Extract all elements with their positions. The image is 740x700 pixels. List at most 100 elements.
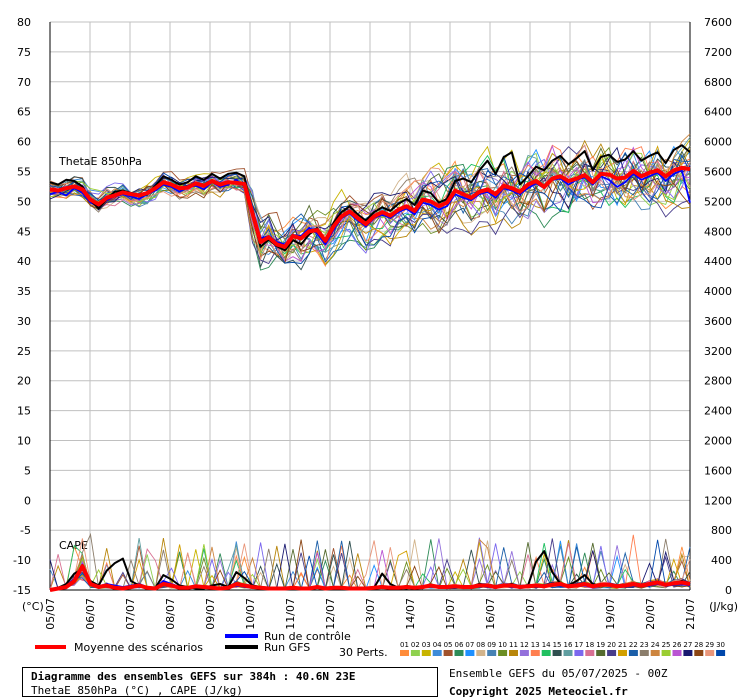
pert-color-swatch <box>509 650 518 656</box>
left-tick-label: 60 <box>17 136 31 149</box>
pert-color-swatch <box>552 650 562 656</box>
date-tick-label: 05/07 <box>44 598 57 630</box>
right-tick-label: 1200 <box>704 494 732 507</box>
pert-color-swatch <box>410 650 420 656</box>
pert-number-label: 17 <box>574 641 583 649</box>
pert-color-swatch <box>628 650 638 656</box>
right-tick-label: 800 <box>711 524 732 537</box>
right-tick-label: 2800 <box>704 375 732 388</box>
right-tick-label: 5200 <box>704 195 732 208</box>
date-tick-label: 12/07 <box>324 598 337 630</box>
pert-color-swatch <box>585 650 595 656</box>
pert-color-swatch <box>519 650 529 656</box>
thetae-panel-label: ThetaE 850hPa <box>58 155 142 168</box>
right-tick-label: 1600 <box>704 464 732 477</box>
pert-number-label: 26 <box>673 641 682 649</box>
right-tick-label: 3200 <box>704 345 732 358</box>
left-tick-label: -5 <box>20 524 31 537</box>
left-tick-label: 55 <box>17 165 31 178</box>
pert-color-swatch <box>432 650 442 656</box>
pert-number-label: 20 <box>607 641 616 649</box>
thetae-mean-line <box>49 165 691 249</box>
pert-color-swatch <box>400 650 409 656</box>
right-tick-label: 3600 <box>704 315 732 328</box>
left-tick-label: 50 <box>17 195 31 208</box>
pert-number-label: 29 <box>705 641 714 649</box>
legend-gfs-label: Run GFS <box>264 641 310 654</box>
pert-number-label: 28 <box>694 641 703 649</box>
pert-number-label: 30 <box>716 641 725 649</box>
date-tick-label: 21/07 <box>684 598 697 630</box>
diagram-subtitle: ThetaE 850hPa (°C) , CAPE (J/kg) <box>31 684 243 697</box>
date-tick-label: 06/07 <box>84 598 97 630</box>
left-tick-label: 75 <box>17 46 31 59</box>
left-tick-label: 25 <box>17 345 31 358</box>
pert-number-label: 03 <box>422 641 431 649</box>
pert-number-label: 23 <box>640 641 649 649</box>
pert-color-swatch <box>672 650 682 656</box>
pert-number-label: 12 <box>520 641 529 649</box>
pert-number-label: 13 <box>531 641 540 649</box>
pert-number-label: 06 <box>455 641 464 649</box>
thetae-pert-30-line <box>49 151 691 264</box>
pert-color-swatch <box>618 650 627 656</box>
left-tick-label: 5 <box>24 464 31 477</box>
pert-number-label: 25 <box>662 641 671 649</box>
pert-color-swatch <box>650 650 660 656</box>
right-tick-label: 4400 <box>704 255 732 268</box>
pert-number-label: 27 <box>683 641 692 649</box>
right-tick-label: 6800 <box>704 76 732 89</box>
legend-control-label: Run de contrôle <box>264 630 351 643</box>
pert-number-label: 05 <box>444 641 453 649</box>
right-tick-label: 400 <box>711 554 732 567</box>
left-tick-label: 15 <box>17 405 31 418</box>
date-tick-label: 17/07 <box>524 598 537 630</box>
right-axis-unit: (J/kg) <box>709 600 738 613</box>
date-tick-label: 18/07 <box>564 598 577 630</box>
left-tick-label: 40 <box>17 255 31 268</box>
left-tick-label: 35 <box>17 285 31 298</box>
left-tick-label: 45 <box>17 225 31 238</box>
date-tick-label: 16/07 <box>484 598 497 630</box>
left-tick-label: -15 <box>13 584 31 597</box>
run-info: Ensemble GEFS du 05/07/2025 - 00Z <box>449 667 668 680</box>
diagram-title: Diagramme des ensembles GEFS sur 384h : … <box>31 670 356 683</box>
copyright: Copyright 2025 Meteociel.fr <box>449 685 628 698</box>
right-tick-label: 6400 <box>704 106 732 119</box>
date-tick-label: 11/07 <box>284 598 297 630</box>
pert-number-label: 02 <box>411 641 420 649</box>
left-tick-label: -10 <box>13 554 31 567</box>
pert-number-label: 11 <box>509 641 518 649</box>
pert-color-swatch <box>541 650 551 656</box>
pert-number-label: 10 <box>498 641 507 649</box>
pert-color-swatch <box>530 650 540 656</box>
pert-color-swatch <box>454 650 464 656</box>
pert-color-swatch <box>705 650 715 656</box>
thetae-pert-05-line <box>49 158 691 245</box>
legend-mean-label: Moyenne des scénarios <box>74 641 203 654</box>
pert-color-swatch <box>487 650 497 656</box>
date-tick-label: 13/07 <box>364 598 377 630</box>
pert-number-label: 18 <box>585 641 594 649</box>
thetae-pert-25-line <box>49 152 691 255</box>
pert-number-label: 16 <box>564 641 573 649</box>
thetae-gfs-line <box>49 144 691 252</box>
pert-number-label: 07 <box>465 641 474 649</box>
pert-number-label: 21 <box>618 641 627 649</box>
pert-color-swatch <box>694 650 704 656</box>
pert-color-swatch <box>661 650 671 656</box>
pert-color-swatch <box>465 650 475 656</box>
pert-color-swatch <box>476 650 486 656</box>
left-tick-label: 80 <box>17 16 31 29</box>
date-tick-label: 15/07 <box>444 598 457 630</box>
date-tick-label: 20/07 <box>644 598 657 630</box>
pert-color-swatch <box>716 650 726 656</box>
right-tick-label: 0 <box>725 584 732 597</box>
pert-color-swatch <box>498 650 508 656</box>
date-tick-label: 19/07 <box>604 598 617 630</box>
left-tick-label: 20 <box>17 375 31 388</box>
pert-number-label: 04 <box>433 641 442 649</box>
pert-color-swatch <box>421 650 431 656</box>
